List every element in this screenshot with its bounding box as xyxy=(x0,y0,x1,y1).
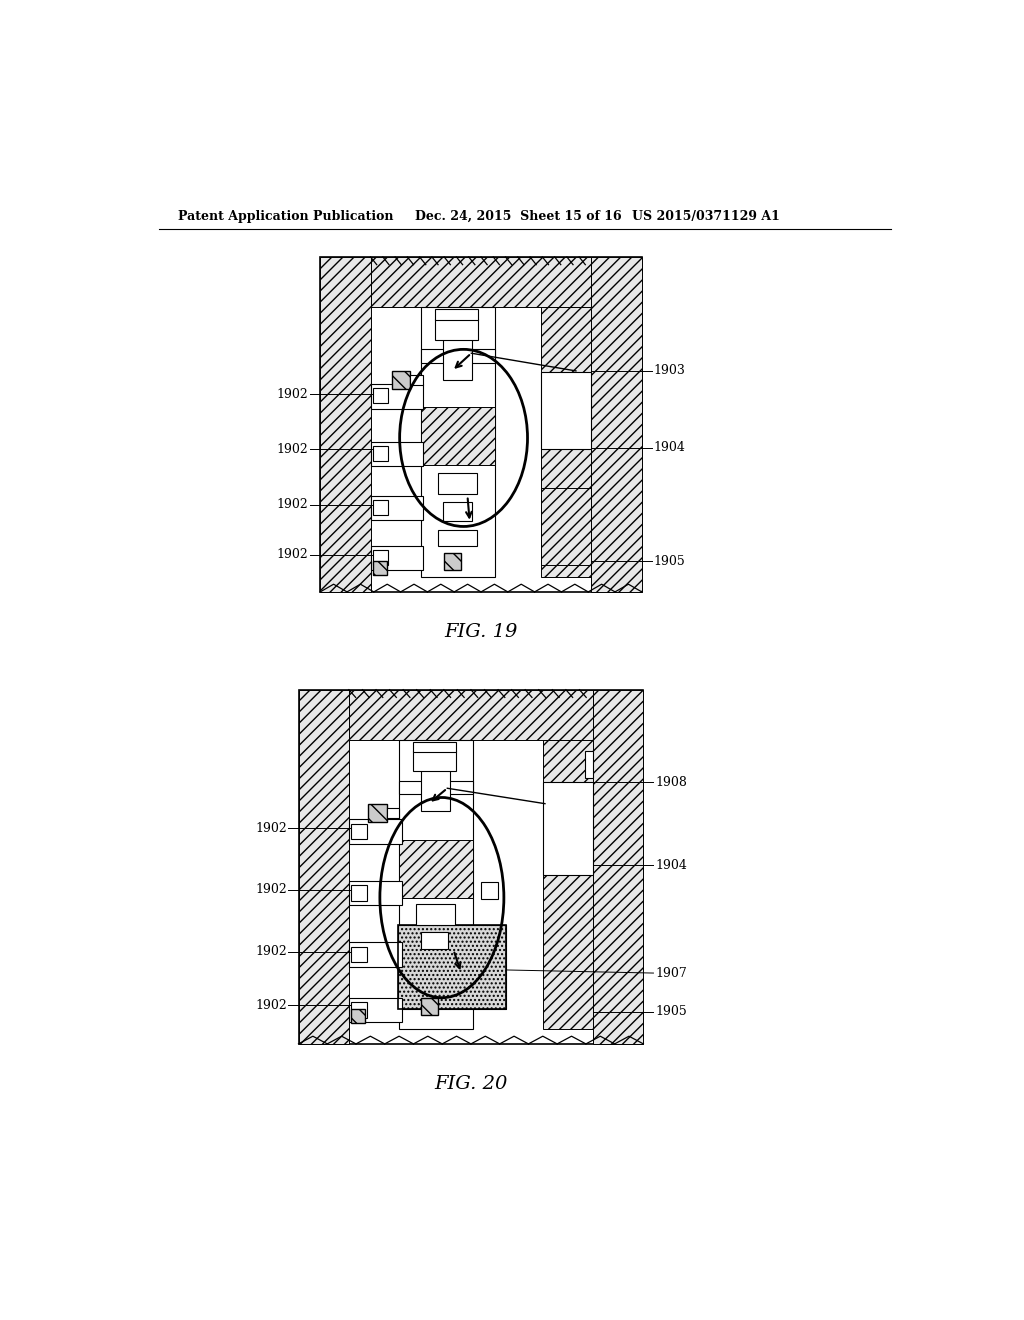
Bar xyxy=(438,473,477,494)
Text: Dec. 24, 2015  Sheet 15 of 16: Dec. 24, 2015 Sheet 15 of 16 xyxy=(415,210,622,223)
Bar xyxy=(417,904,455,925)
Bar xyxy=(321,257,642,591)
Bar xyxy=(321,257,371,591)
Bar xyxy=(399,780,473,795)
Text: 1902: 1902 xyxy=(276,444,308,455)
Text: 1902: 1902 xyxy=(276,499,308,511)
Bar xyxy=(414,751,456,771)
Bar xyxy=(480,882,498,899)
Bar xyxy=(371,496,423,520)
Bar xyxy=(397,924,506,1010)
Bar xyxy=(371,545,423,570)
Bar xyxy=(387,808,399,817)
Bar xyxy=(371,257,592,308)
Bar xyxy=(541,488,592,565)
Bar xyxy=(593,689,643,1044)
Bar xyxy=(442,338,472,380)
Bar xyxy=(410,375,423,385)
Bar xyxy=(421,998,438,1015)
Bar xyxy=(349,818,401,843)
Bar xyxy=(397,924,506,1010)
Text: US 2015/0371129 A1: US 2015/0371129 A1 xyxy=(632,210,779,223)
Bar xyxy=(351,824,367,840)
Text: 1905: 1905 xyxy=(655,1005,687,1018)
Bar xyxy=(421,407,495,465)
Bar xyxy=(349,942,401,966)
Bar xyxy=(369,804,387,822)
Text: 1902: 1902 xyxy=(255,999,287,1012)
Bar xyxy=(541,308,592,577)
Bar xyxy=(371,384,423,409)
Bar xyxy=(444,553,461,570)
Bar xyxy=(435,318,477,341)
Bar xyxy=(349,880,401,906)
Bar xyxy=(371,442,423,466)
Text: 1904: 1904 xyxy=(653,441,685,454)
Text: 1902: 1902 xyxy=(276,388,308,400)
Bar xyxy=(421,770,451,812)
Text: 1905: 1905 xyxy=(653,554,685,568)
Bar xyxy=(373,499,388,515)
Bar xyxy=(592,257,642,591)
Bar xyxy=(442,502,472,521)
Bar xyxy=(299,689,349,1044)
Bar xyxy=(421,932,449,949)
Bar xyxy=(349,998,401,1022)
Text: FIG. 20: FIG. 20 xyxy=(434,1074,508,1093)
Text: 1907: 1907 xyxy=(655,966,687,979)
Bar xyxy=(399,739,473,1028)
Bar xyxy=(373,561,387,576)
Bar xyxy=(543,781,593,874)
Bar xyxy=(421,350,495,363)
Bar xyxy=(391,371,410,389)
Text: 1908: 1908 xyxy=(655,776,687,788)
Bar xyxy=(435,309,477,321)
Bar xyxy=(351,1010,366,1023)
Bar xyxy=(421,308,495,577)
Bar xyxy=(349,689,593,739)
Text: 1904: 1904 xyxy=(655,859,687,871)
Text: FIG. 19: FIG. 19 xyxy=(444,623,518,642)
Text: 1902: 1902 xyxy=(276,548,308,561)
Bar xyxy=(373,388,388,404)
Bar xyxy=(586,751,593,779)
Text: 1902: 1902 xyxy=(255,945,287,958)
Text: 1902: 1902 xyxy=(255,822,287,834)
Text: 1903: 1903 xyxy=(653,364,685,378)
Bar xyxy=(351,1002,367,1018)
Bar xyxy=(373,549,388,565)
Bar xyxy=(438,531,477,545)
Bar xyxy=(351,946,367,962)
Bar xyxy=(399,840,473,898)
Bar xyxy=(541,372,592,449)
Bar xyxy=(351,886,367,900)
Bar xyxy=(414,742,456,752)
Bar xyxy=(543,739,593,1028)
Text: Patent Application Publication: Patent Application Publication xyxy=(178,210,394,223)
Bar xyxy=(299,689,643,1044)
Bar xyxy=(373,446,388,461)
Text: 1902: 1902 xyxy=(255,883,287,896)
